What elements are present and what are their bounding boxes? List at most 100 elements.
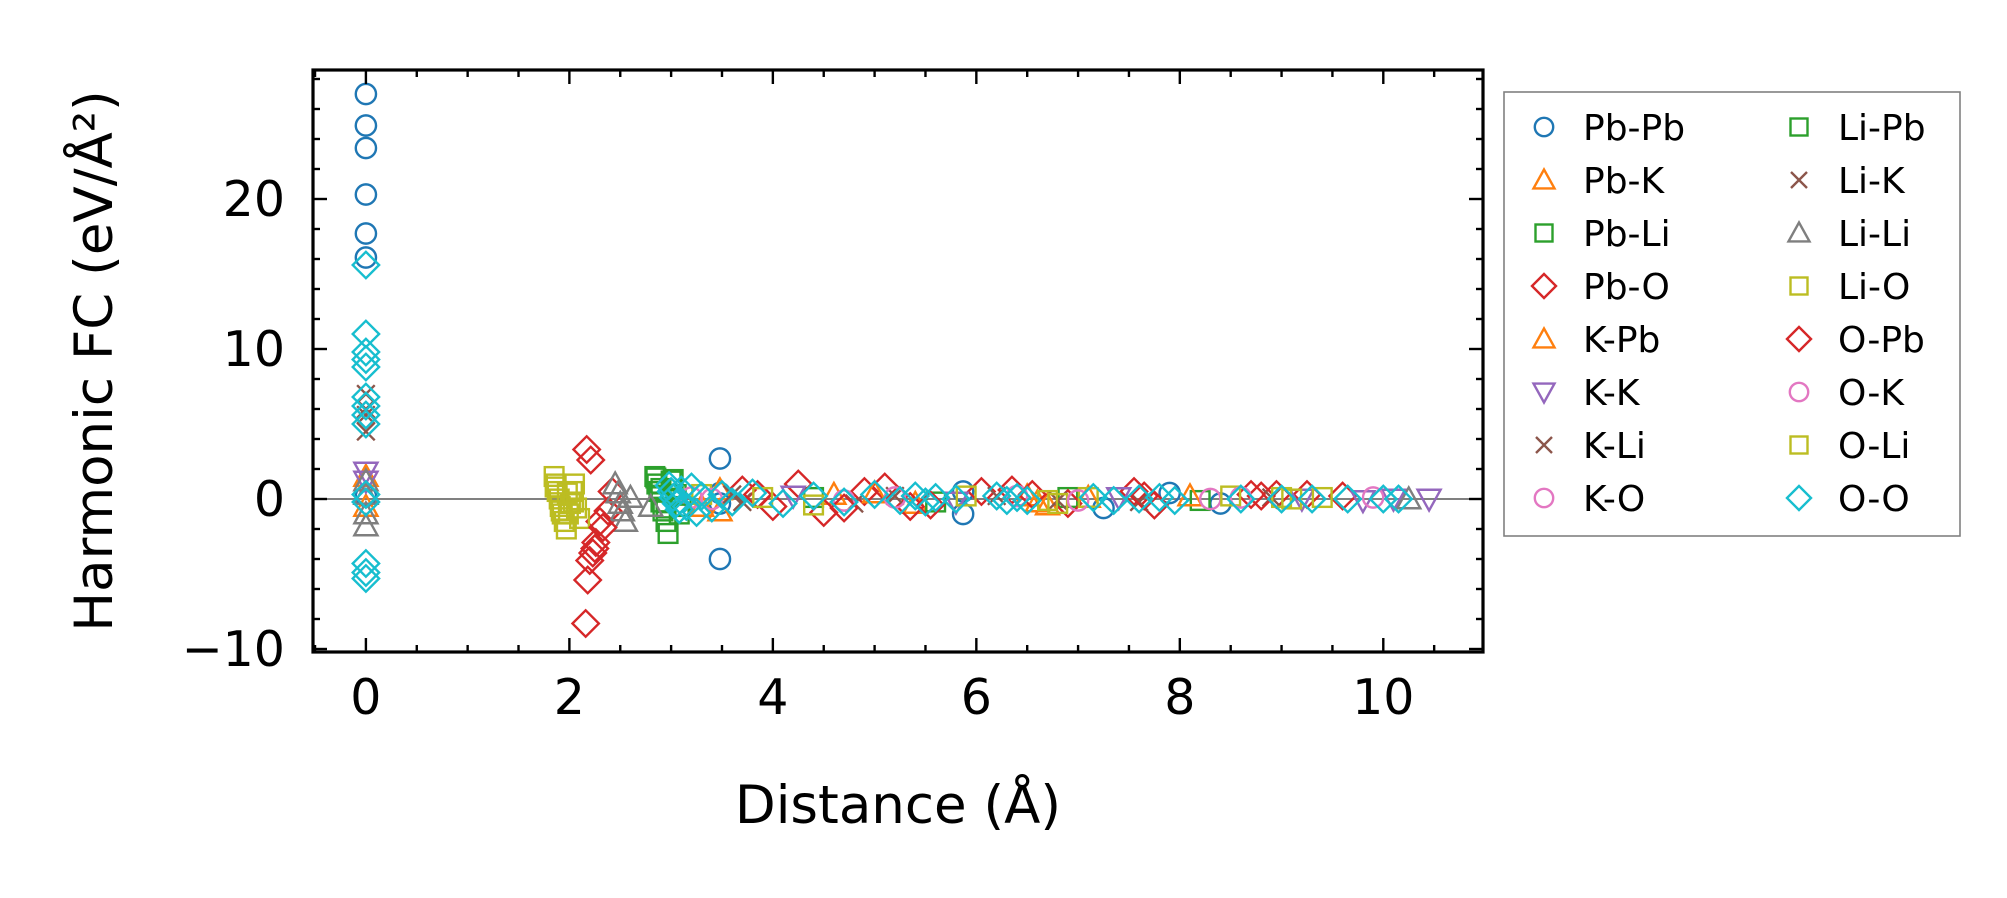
plot-area (313, 82, 1483, 639)
data-point-o-pb (829, 493, 859, 523)
legend-marker-k-pb (1531, 326, 1557, 349)
plot-frame (311, 68, 1485, 654)
data-point-k-k (779, 485, 807, 511)
legend-marker-o-pb (1785, 325, 1813, 353)
data-point-o-li (562, 491, 585, 513)
data-point-o-o (351, 391, 381, 421)
data-point-o-o (351, 409, 381, 439)
data-point-pb-o (570, 608, 601, 639)
x-tick-label: 8 (1164, 669, 1195, 726)
data-point-pb-li (655, 510, 677, 533)
data-point-pb-pb (354, 82, 378, 106)
data-point-o-pb (579, 533, 610, 564)
data-point-pb-li (657, 522, 679, 545)
legend-marker-o-li (1789, 435, 1809, 455)
data-point-o-o (351, 250, 381, 280)
legend-entry-o-k: O-K (1788, 373, 1905, 414)
data-point-o-o (798, 481, 829, 511)
legend-entry-pb-pb: Pb-Pb (1533, 108, 1685, 149)
data-point-o-o (351, 319, 381, 349)
legend-marker-k-k (1531, 382, 1557, 405)
legend-label-o-li: O-Li (1838, 426, 1910, 467)
legend-entry-pb-o: Pb-O (1530, 267, 1670, 308)
y-axis-label: Harmonic FC (eV/Å²) (61, 90, 125, 631)
data-point-o-o (1012, 485, 1043, 516)
legend-entry-li-o: Li-O (1789, 267, 1910, 308)
data-point-o-o (1002, 482, 1032, 513)
data-point-o-o (1159, 485, 1190, 516)
data-point-o-o (1332, 484, 1363, 514)
data-point-li-li (637, 492, 665, 517)
data-point-li-li (352, 511, 380, 537)
x-tick-label: 0 (350, 669, 381, 726)
x-axis-label: Distance (Å) (735, 772, 1061, 836)
data-point-pb-pb (354, 114, 378, 137)
data-point-k-li (356, 421, 376, 442)
data-point-li-o (955, 485, 977, 507)
legend-entry-li-li: Li-Li (1786, 214, 1911, 255)
data-point-li-o (1311, 486, 1333, 509)
series-li-li (352, 466, 1423, 537)
legend-label-li-li: Li-Li (1838, 214, 1911, 255)
legend-label-pb-pb: Pb-Pb (1583, 108, 1685, 149)
data-point-li-o (803, 494, 825, 516)
legend-box (1503, 91, 1961, 537)
data-point-o-o (351, 487, 381, 517)
data-point-k-k (1415, 488, 1443, 514)
legend-marker-k-o (1533, 487, 1555, 509)
data-point-o-li (752, 486, 774, 509)
y-tick-label: 0 (254, 471, 285, 528)
data-point-pb-o (574, 545, 605, 576)
x-tick-label: 4 (757, 669, 788, 726)
legend-label-pb-li: Pb-Li (1583, 214, 1671, 255)
legend-label-k-k: K-K (1583, 373, 1641, 414)
data-point-pb-li (1189, 489, 1211, 512)
legend-label-li-k: Li-K (1838, 161, 1906, 202)
data-point-o-li (1271, 486, 1293, 509)
legend-label-o-o: O-O (1838, 479, 1910, 520)
data-point-o-li (544, 476, 566, 498)
data-point-li-li (608, 496, 636, 522)
data-point-pb-o (1327, 481, 1358, 511)
legend-entry-o-li: O-Li (1789, 426, 1910, 467)
data-point-o-o (351, 479, 381, 510)
legend-marker-o-o (1785, 484, 1813, 512)
data-point-o-o (351, 337, 381, 367)
data-point-o-k (1066, 489, 1090, 512)
data-point-li-k (732, 492, 752, 512)
legend-entry-pb-k: Pb-K (1531, 161, 1666, 202)
data-point-li-li (601, 469, 629, 495)
data-point-o-o (941, 484, 971, 514)
data-point-pb-pb (708, 547, 732, 571)
legend-marker-pb-o (1530, 272, 1558, 300)
axes: 0 2 4 6 8 10 −10 0 10 20 (182, 68, 1485, 726)
x-tick-label: 6 (961, 669, 992, 726)
data-point-k-k (352, 461, 380, 487)
legend-label-k-li: K-Li (1583, 426, 1646, 467)
data-point-o-o (910, 487, 941, 517)
data-point-pb-o (1236, 479, 1266, 510)
data-point-o-o (1297, 484, 1327, 514)
data-point-o-o (991, 485, 1022, 516)
data-point-o-o (859, 479, 890, 510)
y-tick-label: 10 (223, 321, 285, 378)
data-point-li-li (616, 483, 645, 508)
legend-entry-o-pb: O-Pb (1785, 320, 1925, 361)
series-k-li (356, 384, 1282, 514)
legend-marker-o-k (1788, 381, 1810, 403)
data-point-o-o (351, 557, 381, 588)
legend-entry-pb-li: Pb-Li (1534, 214, 1671, 255)
data-point-li-li (1395, 484, 1423, 510)
data-point-o-o (1098, 485, 1129, 516)
legend-entry-k-pb: K-Pb (1531, 320, 1660, 361)
y-tick-label: 20 (223, 171, 285, 228)
data-point-o-o (885, 485, 915, 516)
data-point-pb-pb (354, 222, 378, 245)
data-point-pb-pb (708, 447, 732, 470)
legend-entry-k-k: K-K (1531, 373, 1641, 414)
data-point-o-o (351, 400, 381, 430)
legend-label-pb-k: Pb-K (1583, 161, 1666, 202)
data-point-li-li (604, 478, 632, 504)
data-point-o-o (351, 548, 381, 579)
data-point-o-li (1037, 489, 1059, 512)
